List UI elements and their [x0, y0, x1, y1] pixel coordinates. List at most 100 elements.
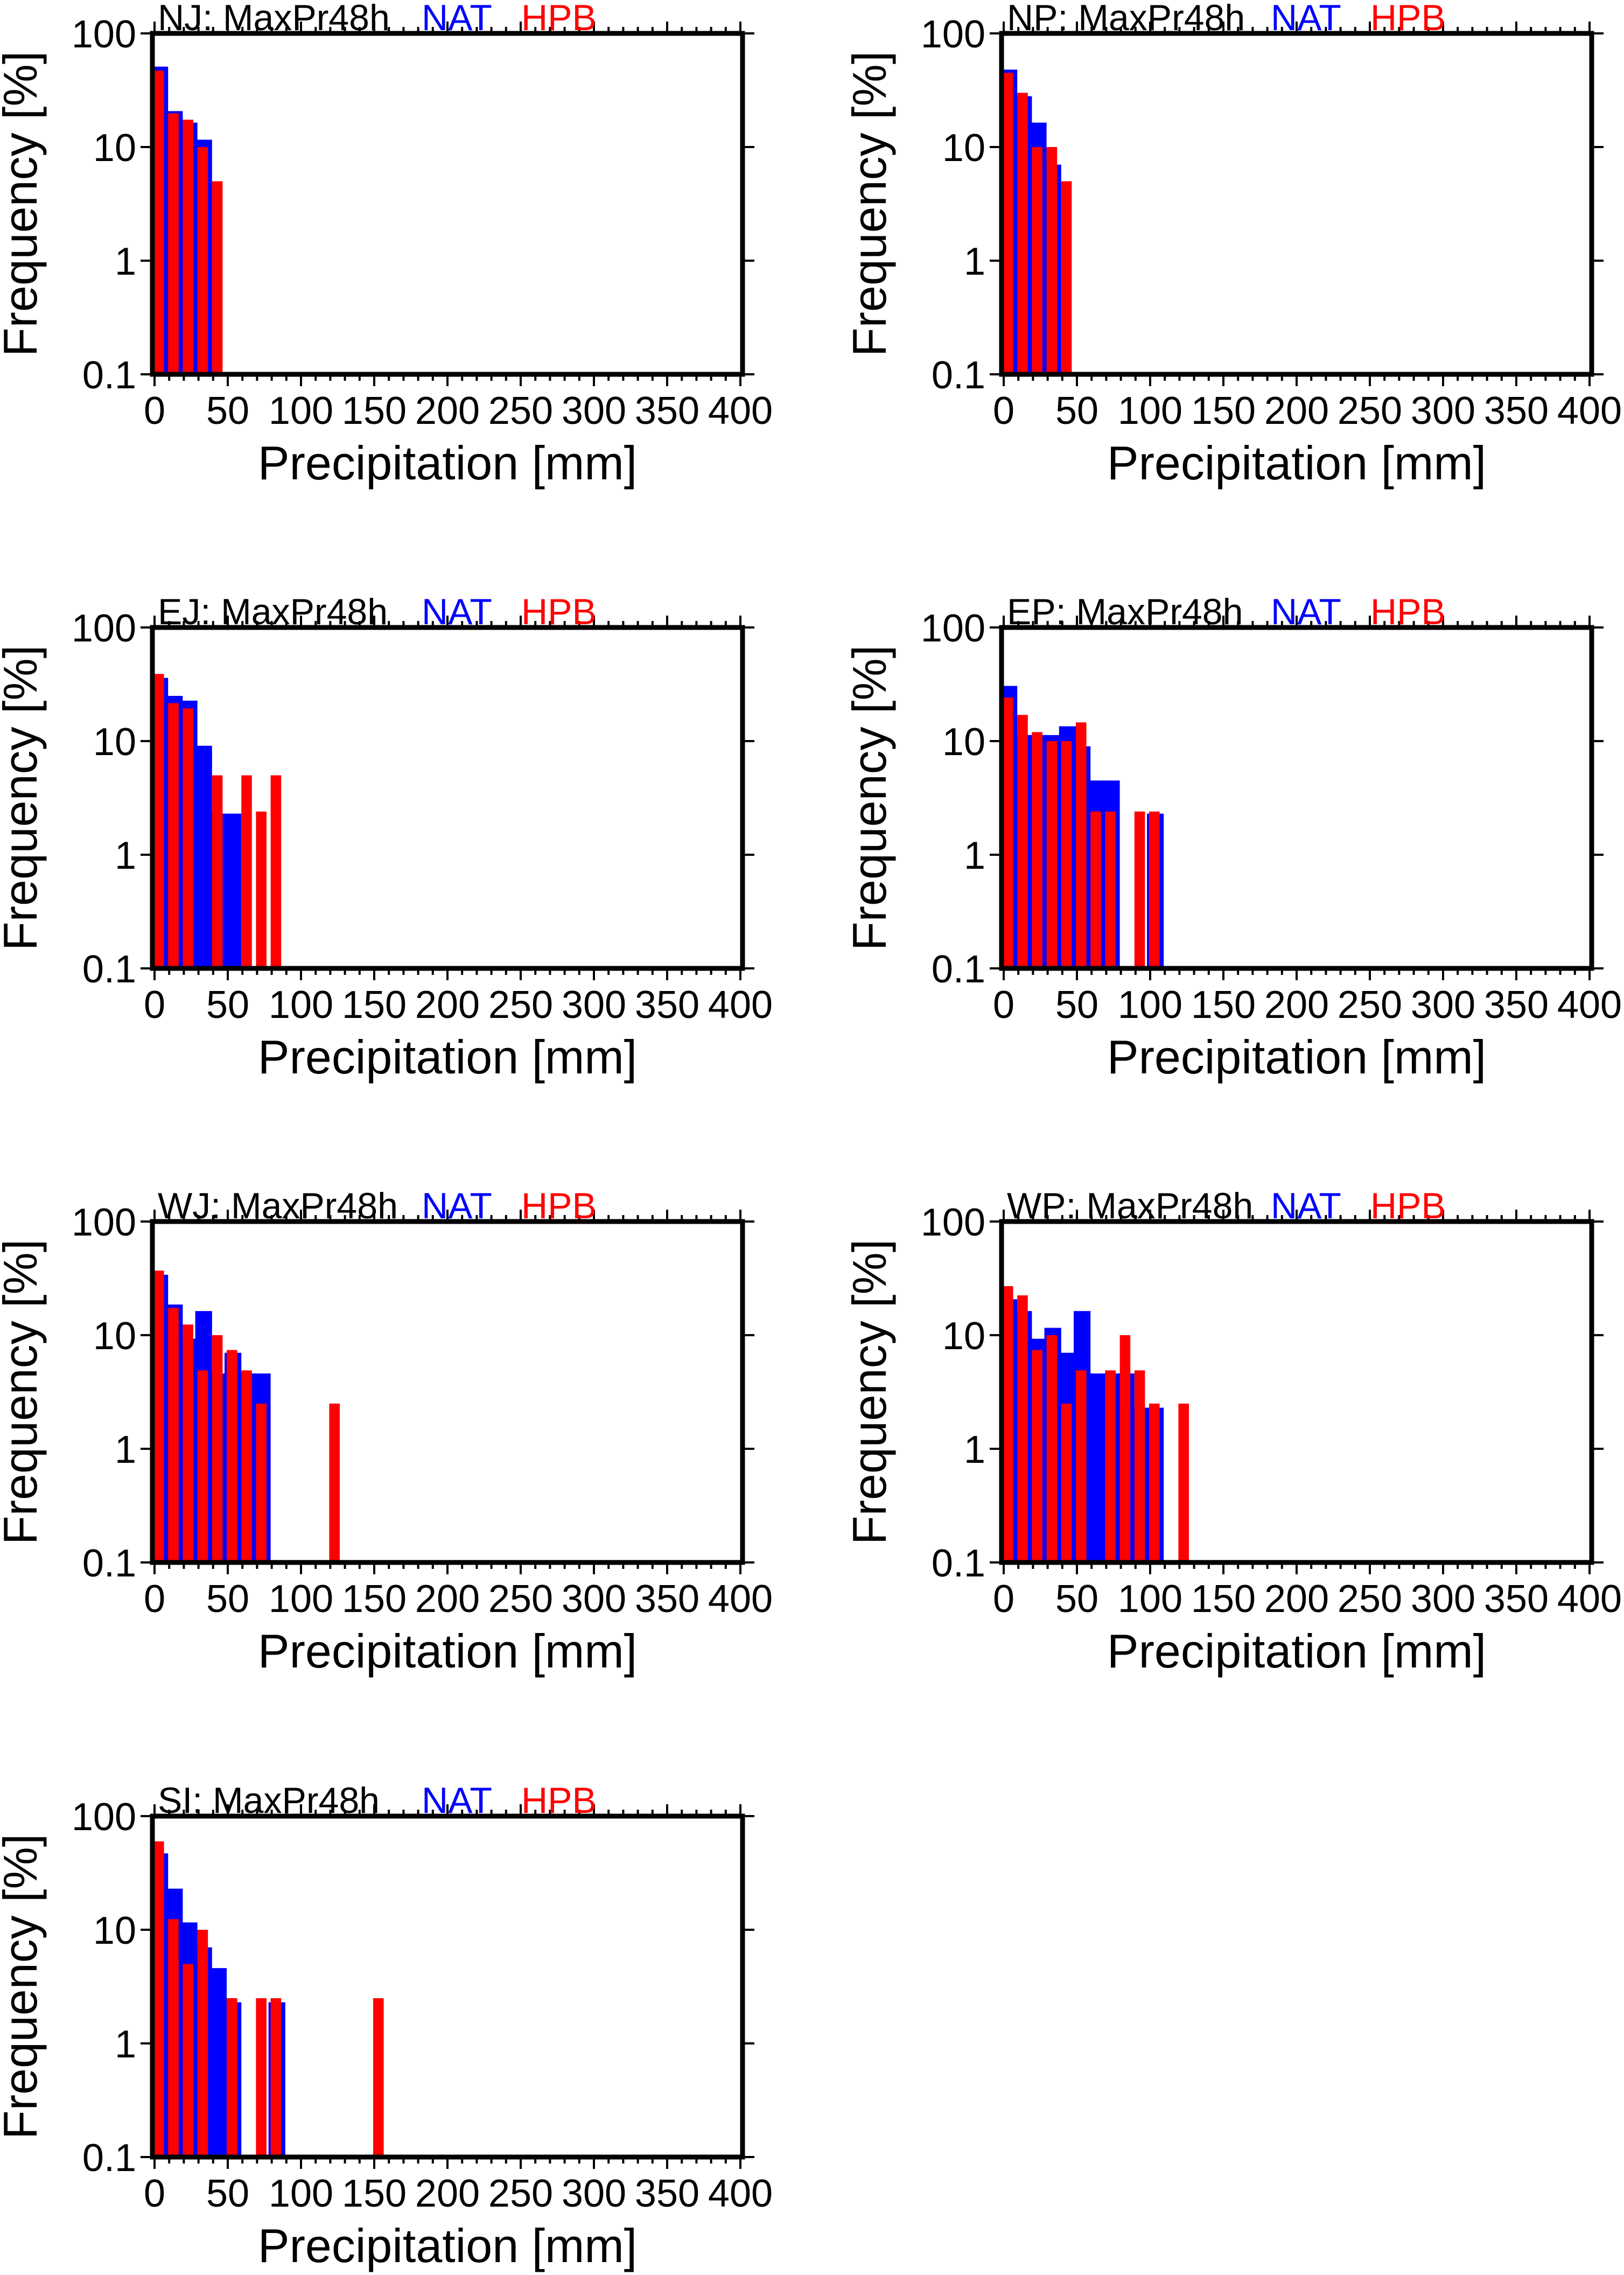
bar-hpb [1003, 73, 1013, 374]
bar-hpb [1105, 1370, 1116, 1562]
y-tick-label: 10 [942, 127, 985, 170]
x-tick-label: 250 [488, 983, 553, 1027]
y-tick-label: 10 [93, 1909, 136, 1952]
x-tick-label: 200 [1264, 389, 1329, 432]
y-tick-label: 1 [964, 834, 985, 877]
x-tick-label: 150 [342, 2172, 407, 2215]
legend-hpb: HPB [521, 1185, 597, 1226]
bar-hpb [1046, 147, 1058, 374]
bar-hpb [1003, 1286, 1013, 1562]
bar-hpb [153, 71, 164, 374]
bar-hpb [1134, 811, 1145, 968]
y-tick-label: 1 [115, 1428, 136, 1471]
chart-panel-wp: 0 50 100 150 200 250 300 350 4000.1110100Precipi… [843, 1185, 1622, 1678]
y-axis-title: Frequency [%] [843, 645, 896, 951]
bar-hpb [153, 1271, 164, 1562]
x-tick-label: 150 [342, 389, 407, 432]
x-tick-label: 350 [635, 389, 699, 432]
x-tick-label: 200 [415, 2172, 480, 2215]
y-axis-title: Frequency [%] [0, 51, 47, 357]
x-axis-title: Precipitation [mm] [258, 2219, 637, 2272]
bar-hpb [1119, 1335, 1131, 1562]
x-tick-label: 250 [1338, 1578, 1402, 1621]
bar-nat [225, 813, 242, 968]
bar-hpb [373, 1998, 384, 2157]
panel-title: NJ: MaxPr48h [158, 0, 390, 38]
x-tick-label: 200 [1264, 983, 1329, 1027]
bar-hpb [1076, 1370, 1087, 1562]
y-tick-label: 100 [72, 13, 136, 56]
bar-hpb [168, 1308, 179, 1562]
bar-hpb [168, 1919, 179, 2157]
y-tick-label: 1 [964, 1428, 985, 1471]
x-tick-label: 350 [1484, 389, 1549, 432]
x-tick-label: 0 [993, 1578, 1014, 1621]
legend-hpb: HPB [1370, 1185, 1446, 1226]
legend-hpb: HPB [1370, 591, 1446, 632]
bar-hpb [1134, 1370, 1145, 1562]
y-tick-label: 100 [72, 1201, 136, 1244]
x-axis-title: Precipitation [mm] [1107, 1030, 1486, 1084]
bar-hpb [270, 775, 282, 968]
x-tick-label: 50 [1055, 983, 1098, 1027]
legend-nat: NAT [1271, 1185, 1341, 1226]
x-tick-label: 200 [415, 389, 480, 432]
x-tick-label: 100 [1118, 1578, 1182, 1621]
x-tick-label: 400 [708, 2172, 773, 2215]
bar-hpb [153, 1841, 164, 2157]
panel-title: SI: MaxPr48h [158, 1780, 380, 1821]
x-tick-label: 300 [562, 2172, 626, 2215]
bar-hpb [241, 775, 252, 968]
bar-hpb [197, 1370, 208, 1562]
legend-hpb: HPB [521, 0, 597, 38]
y-tick-label: 0.1 [82, 1542, 136, 1585]
x-tick-label: 400 [1557, 983, 1622, 1027]
bar-hpb [212, 181, 223, 374]
legend-hpb: HPB [521, 591, 597, 632]
y-tick-label: 100 [921, 13, 985, 56]
x-tick-label: 250 [1338, 389, 1402, 432]
x-tick-label: 50 [206, 983, 249, 1027]
bar-hpb [183, 1964, 193, 2157]
x-tick-label: 50 [206, 2172, 249, 2215]
legend-hpb: HPB [1370, 0, 1446, 38]
bar-hpb [197, 1930, 208, 2157]
bar-hpb [256, 1404, 267, 1562]
x-tick-label: 250 [1338, 983, 1402, 1027]
y-axis-title: Frequency [%] [843, 1239, 896, 1545]
legend-nat: NAT [422, 591, 492, 632]
bar-hpb [1017, 715, 1028, 968]
bar-hpb [227, 1998, 237, 2157]
chart-panel-si: 0 50 100 150 200 250 300 350 4000.1110100Precipi… [0, 1780, 773, 2272]
bar-hpb [168, 703, 179, 968]
bar-hpb [183, 120, 193, 374]
panel-title: WJ: MaxPr48h [158, 1185, 398, 1226]
bar-nat [209, 1968, 227, 2157]
x-axis-title: Precipitation [mm] [258, 1624, 637, 1678]
chart-panel-ej: 0 50 100 150 200 250 300 350 4000.1110100Precipi… [0, 591, 773, 1084]
bar-hpb [212, 1335, 223, 1562]
panel-title: NP: MaxPr48h [1007, 0, 1245, 38]
x-tick-label: 150 [1191, 389, 1256, 432]
legend-nat: NAT [422, 1185, 492, 1226]
x-tick-label: 100 [1118, 389, 1182, 432]
bar-nat [1088, 1373, 1105, 1562]
x-tick-label: 300 [562, 389, 626, 432]
x-tick-label: 350 [635, 983, 699, 1027]
x-tick-label: 0 [144, 2172, 165, 2215]
bar-hpb [1046, 1335, 1058, 1562]
y-tick-label: 0.1 [932, 1542, 985, 1585]
y-axis-title: Frequency [%] [0, 645, 47, 951]
x-axis-title: Precipitation [mm] [1107, 1624, 1486, 1678]
legend-nat: NAT [1271, 591, 1341, 632]
y-axis-title: Frequency [%] [0, 1239, 47, 1545]
bar-hpb [153, 674, 164, 968]
x-tick-label: 150 [342, 1578, 407, 1621]
y-tick-label: 1 [964, 240, 985, 283]
y-tick-label: 10 [942, 1315, 985, 1358]
x-tick-label: 50 [1055, 389, 1098, 432]
x-tick-label: 50 [1055, 1578, 1098, 1621]
bar-hpb [1017, 1295, 1028, 1562]
plot-frame [999, 31, 1594, 377]
x-tick-label: 150 [342, 983, 407, 1027]
